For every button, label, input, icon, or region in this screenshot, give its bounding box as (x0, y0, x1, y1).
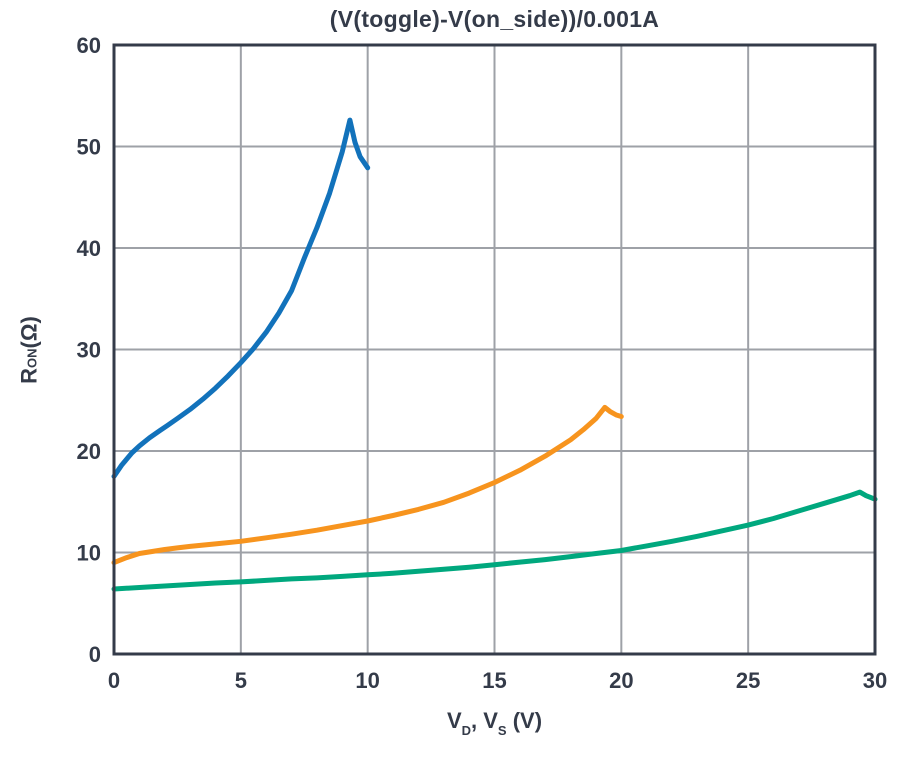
y-tick-label: 0 (89, 642, 101, 667)
x-tick-label: 25 (736, 668, 760, 693)
series-curve-orange (111, 404, 624, 566)
x-tick-label: 10 (355, 668, 379, 693)
y-tick-label: 40 (77, 236, 101, 261)
y-axis-label-unit: (Ω) (16, 315, 41, 348)
y-tick-label: 50 (77, 135, 101, 160)
plot-border (112, 43, 877, 656)
series-curve-blue (111, 117, 371, 479)
x-tick-label: 30 (863, 668, 887, 693)
x-axis-label-unit: (V) (506, 708, 543, 733)
y-tick-label: 30 (77, 338, 101, 363)
x-tick-label: 5 (235, 668, 247, 693)
x-axis-label-subscript-2: S (497, 723, 507, 739)
x-tick-label: 15 (482, 668, 506, 693)
x-axis-label-subscript-1: D (461, 723, 472, 739)
chart-title: (V(toggle)-V(on_side))/0.001A (329, 6, 660, 32)
y-tick-label: 60 (77, 33, 101, 58)
y-tick-label: 10 (77, 541, 101, 566)
x-axis-label: VD, VS (V) (114, 708, 875, 739)
y-axis-label: R ON (Ω) (8, 45, 50, 654)
series-curve-green (111, 489, 878, 592)
y-axis-label-subscript: ON (23, 347, 39, 368)
x-axis-label-symbol-2: , V (471, 708, 498, 733)
x-tick-label: 20 (609, 668, 633, 693)
x-axis-label-symbol-1: V (446, 708, 462, 733)
y-tick-label: 20 (77, 439, 101, 464)
y-axis-label-symbol: R (16, 367, 41, 384)
x-tick-label: 0 (108, 668, 120, 693)
